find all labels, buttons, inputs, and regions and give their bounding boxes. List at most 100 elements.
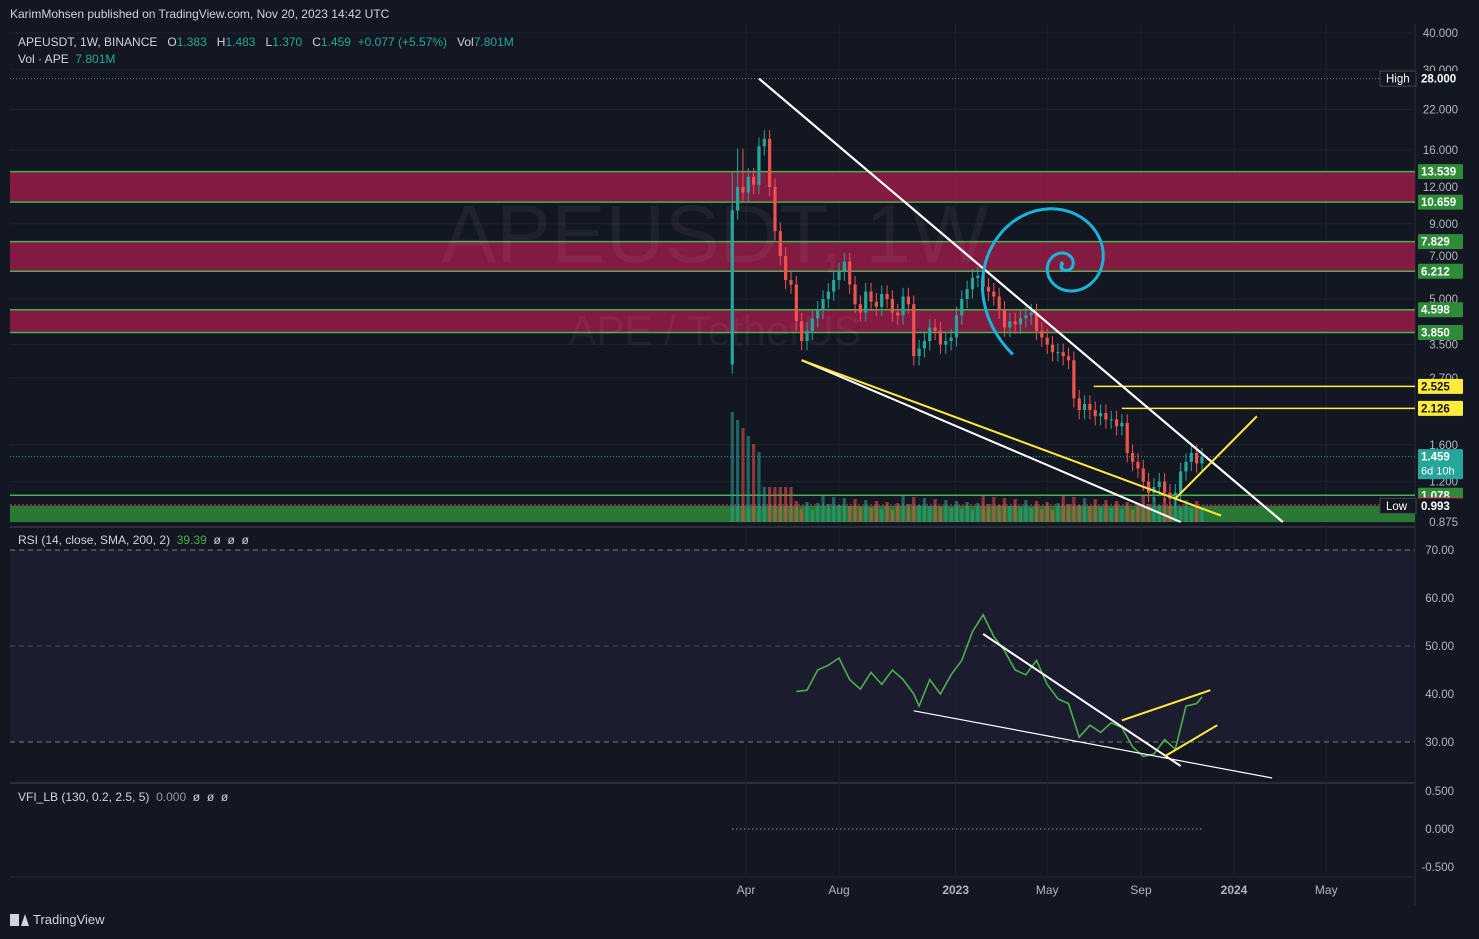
vfi-extra-3: ø bbox=[220, 790, 229, 804]
volume-bar bbox=[906, 504, 911, 522]
candle bbox=[880, 294, 884, 307]
volume-bar bbox=[853, 499, 857, 522]
price-tick: 40.000 bbox=[1423, 28, 1458, 40]
symbol-watermark: APEUSDT, 1W APE / TetherUS bbox=[442, 189, 989, 354]
volume-bar bbox=[762, 487, 766, 522]
candle bbox=[901, 296, 905, 316]
candle bbox=[1098, 413, 1103, 417]
volume-bar bbox=[778, 487, 782, 522]
price-badge bbox=[1418, 498, 1463, 514]
candle bbox=[1056, 352, 1060, 354]
volume-bars bbox=[730, 412, 1204, 522]
price-badge-sub: 6d 10h bbox=[1421, 466, 1455, 478]
drawing-overlays bbox=[758, 77, 1284, 523]
volume-bar bbox=[1008, 506, 1012, 522]
candle bbox=[1088, 404, 1092, 411]
candle bbox=[848, 261, 852, 285]
volume-bar bbox=[986, 504, 991, 522]
volume-bar bbox=[912, 497, 916, 522]
candle bbox=[1072, 360, 1076, 399]
price-badge-label: 6.212 bbox=[1421, 266, 1450, 278]
volume-bar bbox=[1184, 500, 1188, 522]
volume-bar bbox=[890, 510, 894, 522]
candle bbox=[1040, 330, 1044, 338]
high-label: H bbox=[216, 35, 226, 49]
rsi-extra-1: ø bbox=[213, 533, 221, 547]
volume-bar bbox=[864, 500, 868, 522]
candle bbox=[826, 291, 830, 300]
volume-bar bbox=[1029, 508, 1033, 522]
candle bbox=[912, 304, 916, 357]
candle bbox=[885, 294, 889, 300]
volume-bar bbox=[773, 487, 777, 522]
volume-bar bbox=[730, 412, 734, 522]
volume-bar bbox=[992, 497, 996, 522]
volume-bar bbox=[794, 501, 798, 522]
candle bbox=[789, 280, 793, 285]
candle bbox=[1130, 453, 1135, 462]
vfi-title[interactable]: VFI_LB (130, 0.2, 2.5, 5) bbox=[18, 790, 150, 804]
candle bbox=[938, 330, 943, 345]
tradingview-brand[interactable]: TradingView bbox=[10, 912, 105, 927]
volume-bar bbox=[869, 508, 873, 522]
candle bbox=[928, 327, 932, 342]
candles bbox=[730, 130, 1204, 508]
volume-bar bbox=[1024, 500, 1028, 522]
price-badge-label: 3.850 bbox=[1421, 327, 1450, 339]
volume-bar bbox=[938, 507, 943, 522]
volume-bar bbox=[1152, 497, 1156, 522]
volume-bar bbox=[752, 444, 756, 522]
price-badge-label: 1.459 bbox=[1421, 452, 1450, 464]
candle bbox=[1114, 419, 1119, 427]
price-badge bbox=[1418, 263, 1463, 279]
volume-bar bbox=[736, 420, 740, 522]
candle bbox=[1066, 356, 1071, 361]
vfi-legend: VFI_LB (130, 0.2, 2.5, 5) 0.000 ø ø ø bbox=[18, 790, 228, 804]
rsi-extra-3: ø bbox=[241, 533, 249, 547]
volume-study-label[interactable]: Vol · APE bbox=[18, 52, 69, 66]
candle bbox=[949, 337, 953, 342]
candle bbox=[1163, 481, 1167, 493]
price-tick: 0.875 bbox=[1429, 517, 1458, 529]
open-label: O bbox=[167, 35, 177, 49]
volume-bar bbox=[970, 510, 975, 522]
volume-bar bbox=[1141, 496, 1145, 522]
price-badge bbox=[1418, 449, 1463, 480]
candle bbox=[1034, 312, 1039, 331]
price-badge bbox=[1418, 194, 1463, 210]
fibonacci-spiral bbox=[981, 207, 1105, 356]
candle bbox=[1147, 481, 1151, 493]
volume-bar bbox=[1130, 510, 1135, 522]
candle bbox=[997, 296, 1001, 310]
candle bbox=[1173, 492, 1177, 499]
volume-bar bbox=[1056, 503, 1060, 522]
time-axis: Apr Aug 2023 May Sep 2024 May bbox=[737, 883, 1338, 897]
volume-bar bbox=[1088, 506, 1092, 522]
volume-bar bbox=[784, 487, 788, 522]
volume-bar bbox=[885, 502, 889, 522]
price-tick: 9.000 bbox=[1429, 219, 1458, 231]
high-value: 1.483 bbox=[225, 35, 256, 49]
volume-bar bbox=[1179, 507, 1183, 522]
volume-bar bbox=[960, 509, 964, 522]
vfi-value: 0.000 bbox=[156, 790, 187, 804]
candle bbox=[773, 187, 777, 232]
time-tick: Aug bbox=[828, 883, 849, 897]
candle bbox=[874, 301, 878, 307]
symbol-label[interactable]: APEUSDT, 1W, BINANCE bbox=[18, 35, 158, 49]
rsi-title[interactable]: RSI (14, close, SMA, 200, 2) bbox=[18, 533, 171, 547]
volume-bar bbox=[976, 503, 980, 522]
price-badge bbox=[1418, 400, 1463, 416]
rsi-legend: RSI (14, close, SMA, 200, 2) 39.39 ø ø ø bbox=[18, 533, 249, 547]
candle bbox=[1200, 456, 1204, 464]
low-label: L bbox=[265, 35, 273, 49]
candle bbox=[1109, 419, 1113, 421]
close-label: C bbox=[312, 35, 321, 49]
volume-bar bbox=[1136, 503, 1140, 522]
volume-bar bbox=[1189, 508, 1193, 522]
candle bbox=[810, 318, 814, 331]
price-tick: 3.500 bbox=[1429, 340, 1458, 352]
candle bbox=[992, 291, 996, 297]
price-tick: 16.000 bbox=[1423, 145, 1458, 157]
